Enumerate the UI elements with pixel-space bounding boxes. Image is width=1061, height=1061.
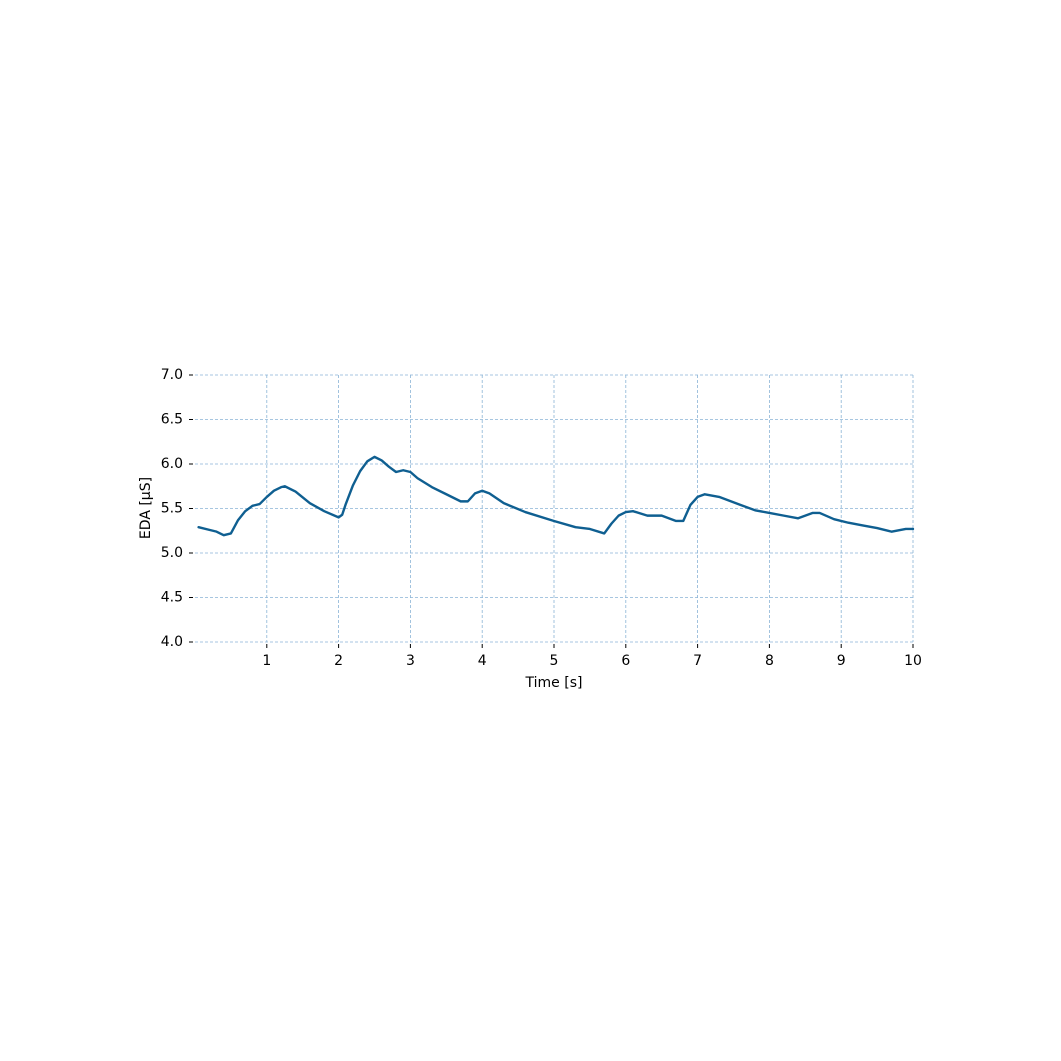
x-tick-label: 9 — [837, 653, 846, 669]
data-line — [197, 455, 915, 537]
x-tick-label: 6 — [621, 653, 630, 669]
y-tick-label: 7.0 — [161, 367, 183, 383]
y-tick-label: 5.5 — [161, 501, 183, 517]
x-tick-label: 2 — [334, 653, 343, 669]
y-tick-label: 4.0 — [161, 634, 183, 650]
y-tick-label: 6.0 — [161, 456, 183, 472]
x-tick-label: 5 — [550, 653, 559, 669]
x-tick-label: 3 — [406, 653, 415, 669]
x-tick-label: 7 — [693, 653, 702, 669]
x-tick-label: 8 — [765, 653, 774, 669]
x-tick-label: 10 — [904, 653, 922, 669]
x-axis-label: Time [s] — [525, 675, 583, 691]
x-tick-label: 4 — [478, 653, 487, 669]
y-tick-label: 4.5 — [161, 590, 183, 606]
y-tick-label: 5.0 — [161, 545, 183, 561]
y-tick-label: 6.5 — [161, 412, 183, 428]
y-axis-label: EDA [μS] — [138, 477, 154, 539]
x-tick-label: 1 — [262, 653, 271, 669]
